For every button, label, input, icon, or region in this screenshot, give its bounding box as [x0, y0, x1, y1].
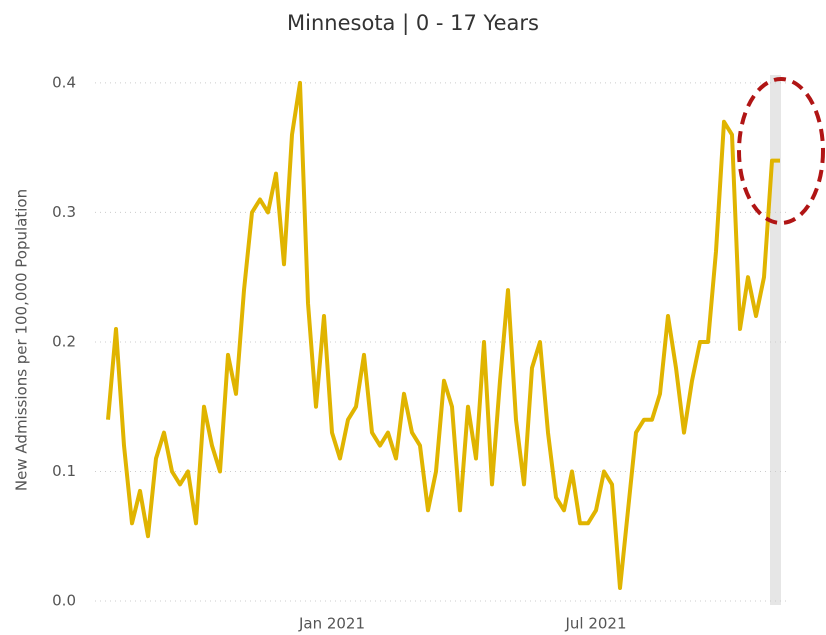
x-tick-label: Jan 2021: [298, 615, 365, 633]
y-axis-label: New Admissions per 100,000 Population: [13, 189, 31, 491]
y-tick-label: 0.0: [52, 592, 76, 610]
x-tick-label: Jul 2021: [564, 615, 626, 633]
data-line: [106, 80, 780, 590]
y-tick-label: 0.3: [52, 203, 76, 221]
y-tick-label: 0.2: [52, 332, 76, 350]
y-tick-label: 0.4: [52, 73, 76, 91]
highlight-ellipse: [737, 77, 825, 225]
chart-title: Minnesota | 0 - 17 Years: [287, 11, 539, 36]
highlight-band: [770, 75, 781, 605]
plot: 0.0 0.1 0.2 0.3 0.4 Jan 2021 Jul 2021: [52, 73, 790, 633]
y-tick-label: 0.1: [52, 462, 76, 480]
